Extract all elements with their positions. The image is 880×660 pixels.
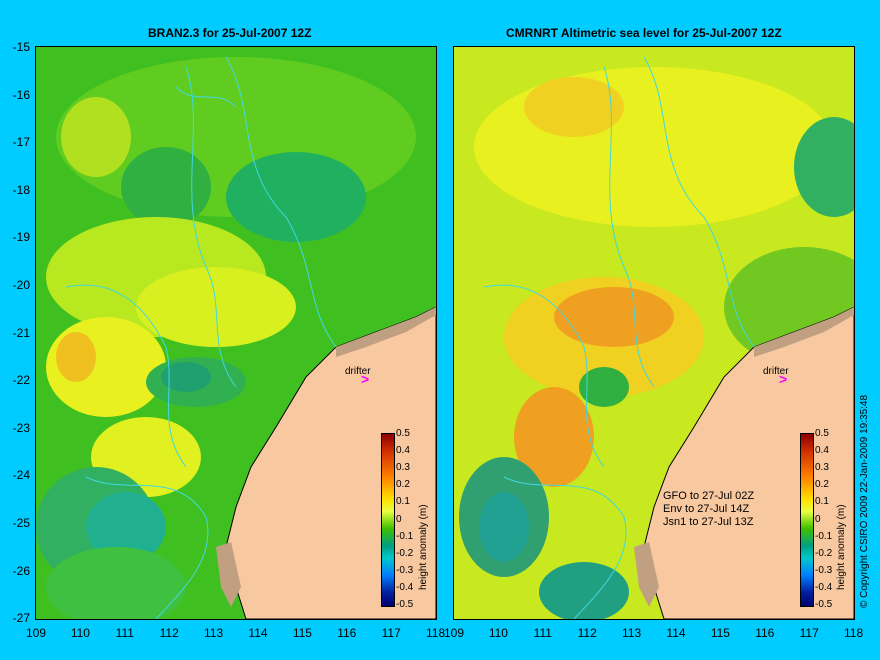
x-tick-label: 116 — [337, 626, 357, 640]
colorbar-tick-label: 0.4 — [815, 445, 829, 457]
colorbar-tick-label: 0.2 — [815, 479, 829, 491]
x-tick-label: 111 — [533, 626, 552, 640]
x-tick-label: 113 — [204, 626, 224, 640]
x-tick-label: 110 — [488, 626, 508, 640]
x-tick-label: 118 — [844, 626, 864, 640]
colorbar-tick-label: 0 — [396, 513, 402, 525]
y-tick-label: -26 — [12, 563, 30, 578]
y-tick-label: -19 — [12, 230, 30, 245]
x-tick-label: 115 — [292, 626, 312, 640]
colorbar-tick-label: -0.2 — [396, 547, 414, 559]
x-tick-label: 118 — [426, 626, 446, 640]
x-tick-label: 115 — [710, 626, 730, 640]
x-tick-label: 110 — [70, 626, 90, 640]
x-tick-label: 117 — [381, 626, 401, 640]
colorbar-tick-label: 0.4 — [396, 445, 410, 457]
left-map-title: BRAN2.3 for 25-Jul-2007 12Z — [148, 26, 312, 40]
x-tick-label: 114 — [666, 626, 686, 640]
left-height-anomaly-map — [36, 47, 436, 619]
left-drifter-marker: > — [361, 371, 370, 387]
colorbar-tick-label: -0.4 — [396, 581, 414, 593]
x-tick-label: 109 — [443, 626, 465, 640]
x-tick-label: 112 — [577, 626, 597, 640]
x-tick-label: 114 — [248, 626, 268, 640]
copyright-text: © Copyright CSIRO 2009 22-Jan-2009 19:35… — [859, 394, 870, 608]
colorbar-tick-label: -0.4 — [815, 581, 833, 593]
y-tick-label: -18 — [12, 182, 30, 197]
left-drifter-label: drifter — [345, 366, 371, 377]
colorbar-tick-label: -0.2 — [815, 547, 833, 559]
right-map-panel — [453, 46, 855, 620]
right-height-anomaly-map — [454, 47, 854, 619]
satellite-pass-item: Jsn1 to 27-Jul 13Z — [663, 516, 754, 528]
x-tick-label: 113 — [622, 626, 642, 640]
colorbar-tick-label: -0.5 — [396, 599, 414, 610]
x-tick-label: 111 — [115, 626, 134, 640]
right-drifter-marker: > — [779, 371, 788, 387]
right-colorbar-label: height anomaly (m) — [836, 504, 847, 590]
colorbar-tick-label: 0.5 — [396, 428, 410, 439]
y-tick-label: -17 — [12, 135, 30, 150]
colorbar-tick-label: -0.1 — [396, 530, 414, 542]
colorbar-tick-label: 0.3 — [396, 462, 410, 474]
right-drifter-label: drifter — [763, 366, 789, 377]
colorbar-tick-label: 0.1 — [815, 496, 829, 508]
colorbar-tick-label: -0.5 — [815, 599, 833, 610]
colorbar-tick-label: -0.3 — [396, 564, 414, 576]
y-tick-label: -22 — [12, 373, 30, 388]
right-colorbar — [800, 433, 814, 607]
left-colorbar-label: height anomaly (m) — [418, 504, 429, 590]
y-tick-label: -25 — [12, 516, 30, 530]
satellite-pass-item: GFO to 27-Jul 02Z — [663, 490, 755, 502]
right-map-title: CMRNRT Altimetric sea level for 25-Jul-2… — [506, 26, 782, 40]
colorbar-tick-label: 0.5 — [815, 428, 829, 439]
y-tick-label: -27 — [12, 611, 30, 626]
colorbar-tick-label: 0.1 — [396, 496, 410, 508]
y-tick-label: -24 — [12, 468, 30, 483]
x-tick-label: 112 — [159, 626, 179, 640]
satellite-pass-item: Env to 27-Jul 14Z — [663, 503, 750, 515]
y-tick-label: -23 — [12, 420, 30, 435]
y-tick-label: -21 — [12, 325, 30, 340]
colorbar-tick-label: 0.2 — [396, 479, 410, 491]
colorbar-tick-label: -0.1 — [815, 530, 833, 542]
y-tick-label: -20 — [12, 278, 30, 292]
colorbar-tick-label: -0.3 — [815, 564, 833, 576]
x-tick-label: 117 — [799, 626, 819, 640]
y-tick-label: -16 — [12, 87, 30, 102]
y-tick-label: -15 — [12, 40, 30, 54]
left-colorbar — [381, 433, 395, 607]
left-map-panel — [35, 46, 437, 620]
colorbar-tick-label: 0 — [815, 513, 821, 525]
colorbar-tick-label: 0.3 — [815, 462, 829, 474]
x-tick-label: 109 — [25, 626, 47, 640]
x-tick-label: 116 — [755, 626, 775, 640]
